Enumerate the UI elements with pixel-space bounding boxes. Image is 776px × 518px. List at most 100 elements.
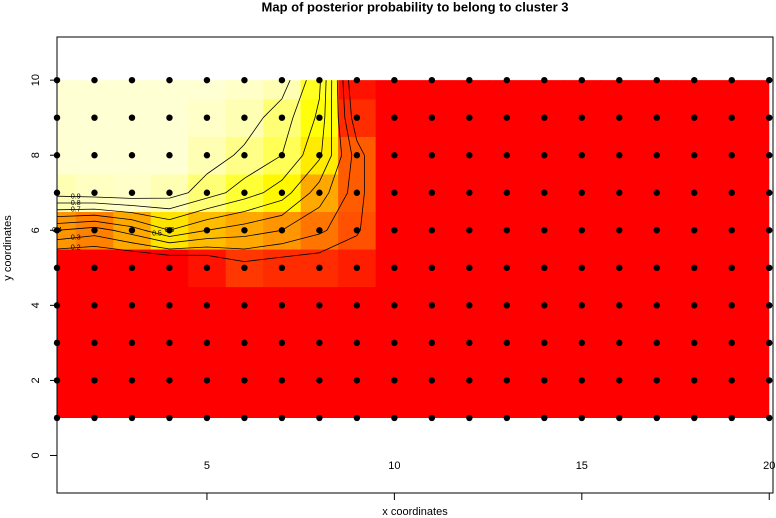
grid-point <box>653 227 660 234</box>
heat-cell <box>488 80 527 100</box>
grid-point <box>466 76 473 84</box>
grid-point <box>766 76 773 84</box>
grid-point <box>653 152 660 159</box>
grid-point <box>728 264 735 272</box>
grid-point <box>128 264 136 272</box>
grid-point <box>91 377 98 384</box>
heat-cell <box>188 399 227 418</box>
contour-line <box>56 80 321 220</box>
contour-line <box>56 80 291 199</box>
grid-point <box>503 152 511 159</box>
x-tick-label: 10 <box>388 460 400 472</box>
grid-point <box>653 264 660 272</box>
grid-point <box>616 76 623 84</box>
grid-point <box>91 339 98 347</box>
grid-point <box>353 152 361 159</box>
heat-cell <box>750 324 770 363</box>
grid-point <box>691 414 698 422</box>
grid-point <box>316 302 323 309</box>
heat-cell <box>57 249 77 288</box>
grid-point <box>278 114 286 121</box>
grid-point <box>353 76 361 84</box>
grid-point <box>428 76 436 84</box>
grid-point <box>391 114 398 121</box>
grid-point <box>653 114 660 121</box>
grid-point <box>166 377 173 384</box>
grid-point <box>278 76 286 84</box>
grid-point <box>691 227 698 234</box>
grid-point <box>766 114 773 121</box>
grid-point <box>91 264 98 272</box>
grid-point <box>203 76 211 84</box>
grid-point <box>316 152 323 159</box>
grid-point <box>391 189 398 196</box>
grid-point <box>428 302 436 309</box>
contour-line <box>56 80 353 250</box>
heat-cell <box>600 399 639 418</box>
grid-point <box>316 227 323 234</box>
grid-point <box>128 76 136 84</box>
heat-cell <box>225 80 264 100</box>
grid-point <box>616 339 623 347</box>
grid-point <box>166 264 173 272</box>
grid-point <box>503 339 511 347</box>
heat-cell <box>375 399 414 418</box>
grid-point <box>203 302 211 309</box>
grid-point <box>428 339 436 347</box>
grid-point <box>691 264 698 272</box>
grid-point <box>466 377 473 384</box>
heat-cell <box>750 211 770 250</box>
y-tick-label: 2 <box>30 377 42 383</box>
grid-point <box>503 227 511 234</box>
heat-cell <box>263 399 302 418</box>
grid-point <box>541 377 548 384</box>
heat-cell <box>338 80 377 100</box>
grid-point <box>353 302 361 309</box>
grid-point <box>241 227 248 234</box>
heat-cell <box>713 399 752 418</box>
heat-cell <box>563 80 602 100</box>
y-tick-label: 10 <box>30 74 42 86</box>
contour-label: 0.2 <box>71 245 81 252</box>
x-tick-label: 15 <box>576 460 588 472</box>
heat-cell <box>413 399 452 418</box>
grid-point <box>728 339 735 347</box>
grid-point <box>391 339 398 347</box>
grid-point <box>203 264 211 272</box>
grid-point <box>616 114 623 121</box>
grid-point <box>616 152 623 159</box>
grid-point <box>278 264 286 272</box>
grid-point <box>391 227 398 234</box>
heat-cell <box>750 249 770 288</box>
grid-point <box>466 227 473 234</box>
grid-point <box>578 339 586 347</box>
grid-point <box>203 227 211 234</box>
heat-cell <box>225 399 264 418</box>
grid-point <box>503 114 511 121</box>
heat-cell <box>488 399 527 418</box>
grid-point <box>128 414 136 422</box>
grid-point <box>316 189 323 196</box>
grid-point <box>728 76 735 84</box>
grid-point <box>353 114 361 121</box>
y-tick-label: 6 <box>30 227 42 233</box>
grid-point <box>616 264 623 272</box>
grid-point <box>278 414 286 422</box>
heat-cell <box>57 136 77 175</box>
grid-point <box>466 152 473 159</box>
grid-point <box>241 414 248 422</box>
grid-point <box>766 414 773 422</box>
grid-point <box>316 264 323 272</box>
contour-label: 0.7 <box>71 206 81 213</box>
grid-point <box>578 76 586 84</box>
grid-point <box>616 227 623 234</box>
grid-point <box>541 152 548 159</box>
grid-point <box>128 114 136 121</box>
heat-cell <box>750 361 770 400</box>
heat-cell <box>413 80 452 100</box>
contour-label: 0.3 <box>71 234 81 241</box>
grid-point <box>241 339 248 347</box>
contour-label: 0.8 <box>71 200 81 207</box>
heat-cell <box>450 80 489 100</box>
